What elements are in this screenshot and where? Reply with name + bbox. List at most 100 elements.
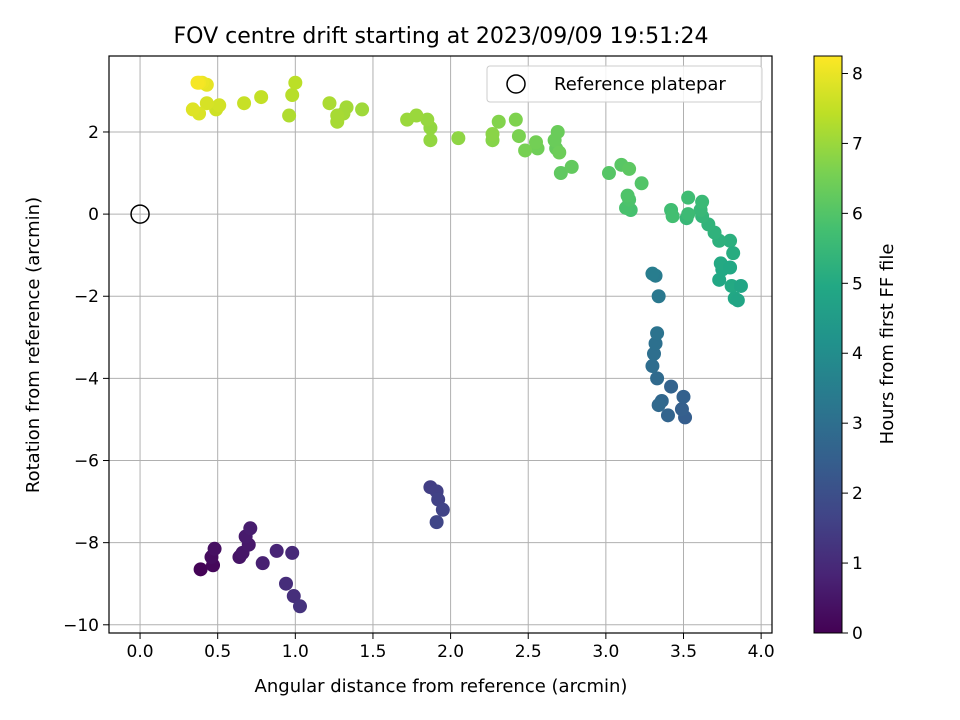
colorbar-tick-label: 3 — [852, 414, 863, 434]
data-point — [285, 545, 300, 560]
data-point — [429, 515, 444, 530]
data-point — [511, 129, 526, 144]
data-point — [674, 402, 689, 417]
colorbar-tick-label: 8 — [852, 64, 863, 84]
x-tick-label: 1.5 — [359, 642, 386, 662]
data-point — [620, 188, 635, 203]
x-tick-label: 3.0 — [592, 642, 619, 662]
data-point — [193, 562, 208, 577]
data-point — [190, 75, 205, 90]
data-point — [288, 75, 303, 90]
data-point — [645, 266, 660, 281]
x-axis-label: Angular distance from reference (arcmin) — [255, 676, 628, 697]
data-point — [601, 166, 616, 181]
data-point — [650, 371, 665, 386]
y-tick-label: −4 — [74, 369, 99, 389]
data-point — [269, 543, 284, 558]
data-point — [733, 278, 748, 293]
data-point — [286, 589, 301, 604]
data-point — [646, 346, 661, 361]
colorbar-tick-label: 7 — [852, 134, 863, 154]
colorbar-gradient — [813, 55, 843, 634]
data-points — [185, 75, 748, 614]
data-point — [681, 207, 696, 222]
data-point — [552, 145, 567, 160]
data-point — [212, 98, 227, 113]
data-point — [550, 124, 565, 139]
data-point — [400, 112, 415, 127]
x-tick-label: 1.0 — [282, 642, 309, 662]
data-point — [254, 90, 269, 105]
data-point — [330, 108, 345, 123]
y-tick-label: −6 — [74, 452, 99, 472]
y-tick-label: −10 — [63, 616, 99, 636]
data-point — [322, 96, 337, 111]
x-tick-label: 4.0 — [748, 642, 775, 662]
data-point — [207, 541, 222, 556]
colorbar-label: Hours from first FF file — [877, 244, 898, 445]
data-point — [723, 260, 738, 275]
data-point — [285, 88, 300, 103]
colorbar-tick-label: 6 — [852, 204, 863, 224]
colorbar: 0 1 2 3 4 5 6 7 8 Hours from first FF file — [813, 55, 898, 644]
colorbar-tick-label: 5 — [852, 274, 863, 294]
y-tick-label: −2 — [74, 287, 99, 307]
legend-label: Reference platepar — [554, 74, 726, 95]
data-point — [622, 161, 637, 176]
data-point — [648, 336, 663, 351]
data-point — [243, 521, 258, 536]
data-point — [651, 289, 666, 304]
data-point — [518, 143, 533, 158]
y-axis-ticks: 2 0 −2 −4 −6 −8 −10 — [63, 123, 109, 636]
colorbar-tick-label: 4 — [852, 344, 863, 364]
data-point — [650, 326, 665, 341]
data-point — [185, 102, 200, 117]
data-point — [564, 159, 579, 174]
data-point — [634, 176, 649, 191]
x-tick-label: 2.0 — [437, 642, 464, 662]
data-point — [665, 209, 680, 224]
plot-frame — [108, 55, 773, 634]
data-point — [199, 96, 214, 111]
colorbar-ticks: 0 1 2 3 4 5 6 7 8 — [842, 64, 863, 644]
colorbar-tick-label: 0 — [852, 624, 863, 644]
data-point — [279, 576, 294, 591]
y-axis-label: Rotation from reference (arcmin) — [23, 197, 44, 493]
data-point — [282, 108, 297, 123]
data-point — [355, 102, 370, 117]
data-point — [681, 190, 696, 205]
data-point — [237, 96, 252, 111]
data-point — [420, 112, 435, 127]
data-point — [528, 135, 543, 150]
x-axis-ticks: 0.0 0.5 1.0 1.5 2.0 2.5 3.0 3.5 4.0 — [127, 633, 775, 662]
y-tick-label: 2 — [88, 123, 99, 143]
legend-marker — [506, 74, 526, 94]
data-point — [508, 112, 523, 127]
legend-box — [486, 65, 763, 103]
x-tick-label: 2.5 — [515, 642, 542, 662]
x-tick-label: 3.5 — [670, 642, 697, 662]
data-point — [255, 556, 270, 571]
data-point — [645, 359, 660, 374]
data-point — [660, 408, 675, 423]
data-point — [423, 133, 438, 148]
data-point — [292, 599, 307, 614]
data-point — [485, 127, 500, 142]
x-tick-label: 0.5 — [204, 642, 231, 662]
chart-title: FOV centre drift starting at 2023/09/09 … — [174, 24, 709, 49]
data-point — [723, 233, 738, 248]
data-point — [491, 114, 506, 129]
data-point — [695, 194, 710, 209]
data-point — [651, 398, 666, 413]
y-tick-label: 0 — [88, 205, 99, 225]
y-tick-label: −8 — [74, 534, 99, 554]
x-tick-label: 0.0 — [127, 642, 154, 662]
reference-marker — [130, 204, 150, 224]
colorbar-tick-label: 1 — [852, 554, 863, 574]
colorbar-tick-label: 2 — [852, 484, 863, 504]
data-point — [676, 389, 691, 404]
data-point — [435, 502, 450, 517]
data-point — [726, 246, 741, 261]
data-point — [451, 131, 466, 146]
